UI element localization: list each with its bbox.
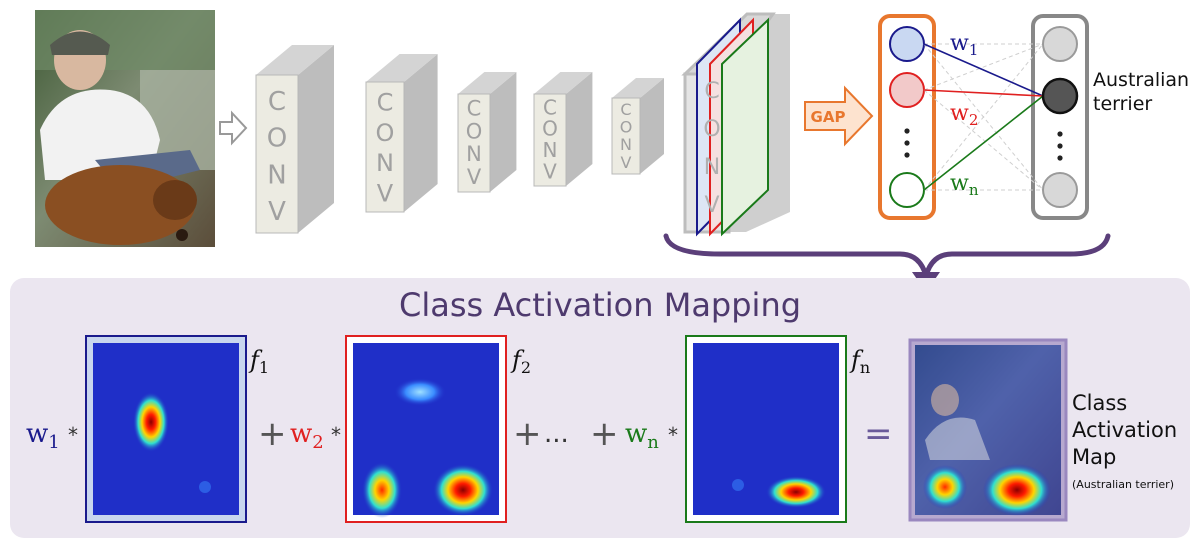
result-label-note: (Australian terrier) (1072, 478, 1174, 491)
gap-vector (878, 14, 936, 220)
conv-letter: N (543, 138, 558, 162)
weight-line-2 (923, 89, 1044, 97)
plus-op-2: + (513, 414, 542, 454)
times-op-n: * (668, 423, 678, 447)
weight-label-top-2: w2 (950, 101, 978, 129)
equals-op: = (864, 414, 893, 454)
svg-text:C: C (704, 79, 719, 104)
conv-letter: C (543, 95, 557, 119)
output-class-label-2: terrier (1093, 93, 1152, 115)
svg-text:N: N (704, 155, 720, 180)
result-label-3: Map (1072, 445, 1116, 469)
weight-line-1 (923, 43, 1044, 97)
output-class-label-1: Australian (1093, 69, 1189, 91)
output-node-n (1042, 172, 1078, 208)
formula-weight-1: w1 (26, 419, 60, 453)
conv-letter: N (376, 149, 394, 177)
conv-letter: N (267, 160, 286, 190)
gap-node-1 (889, 26, 925, 62)
conv-letter: N (620, 135, 632, 154)
conv-letter: O (376, 119, 395, 147)
heatmap-2 (345, 335, 507, 523)
conv-letter: C (467, 97, 482, 121)
times-op-2: * (331, 423, 341, 447)
formula-weight-2: w2 (290, 419, 324, 453)
gap-node-2 (889, 72, 925, 108)
output-layer (923, 14, 1089, 220)
cam-title: Class Activation Mapping (399, 286, 801, 324)
ellipsis-op: ... (544, 419, 569, 449)
plus-op-1: + (258, 414, 287, 454)
conv-letter: V (543, 160, 557, 184)
conv-letter: V (268, 197, 286, 227)
input-arrow-icon (219, 110, 248, 146)
cam-panel (10, 278, 1190, 538)
conv-letter: V (621, 153, 632, 172)
weight-line-n (923, 95, 1044, 191)
conv-letter: V (377, 179, 394, 207)
result-label-1: Class (1072, 391, 1127, 415)
class-activation-map (908, 338, 1068, 522)
last-conv-feature-maps: C O N V (681, 12, 790, 237)
conv-letter: C (377, 89, 394, 117)
gap-arrow: GAP (804, 85, 874, 147)
heatmap-1 (85, 335, 247, 523)
conv-letter: O (542, 117, 558, 141)
svg-text:V: V (704, 193, 719, 218)
weight-label-top-1: w1 (950, 31, 978, 59)
conv-letter: O (466, 119, 483, 143)
gap-node-n (889, 172, 925, 208)
heatmap-n (685, 335, 847, 523)
conv-letter: O (267, 124, 287, 154)
weight-label-top-n: wn (950, 171, 979, 199)
input-photo (35, 10, 215, 247)
conv-letter: O (620, 117, 633, 136)
svg-text:O: O (703, 117, 720, 142)
times-op-1: * (68, 423, 78, 447)
output-node-1 (1042, 26, 1078, 62)
result-label-2: Activation (1072, 418, 1177, 442)
formula-weight-n: wn (625, 419, 659, 453)
gap-label: GAP (811, 108, 846, 126)
conv-letter: V (467, 165, 482, 189)
conv-letter: N (466, 142, 482, 166)
conv-letter: C (268, 87, 286, 117)
conv-letter: C (620, 100, 631, 119)
output-node-class (1041, 77, 1079, 115)
plus-op-3: + (590, 414, 619, 454)
